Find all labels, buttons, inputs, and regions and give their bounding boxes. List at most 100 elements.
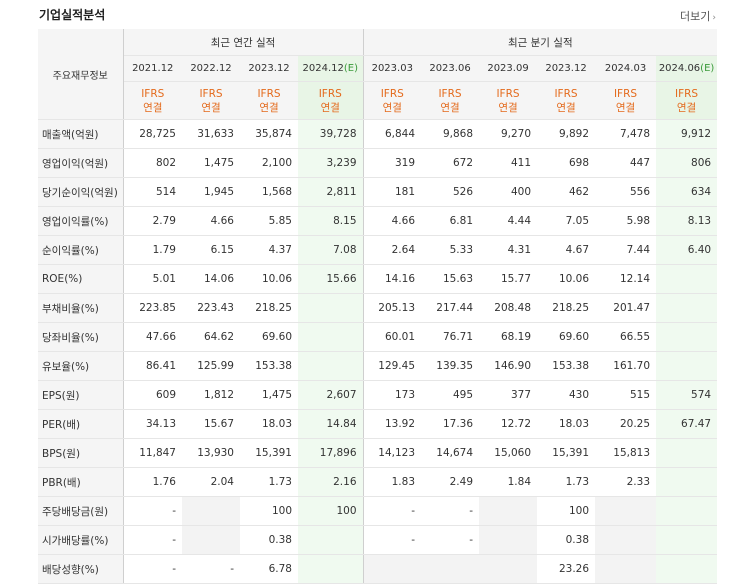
row-label: PBR(배) — [38, 467, 124, 497]
period-header: 2024.12(E) — [298, 55, 364, 82]
table-cell: 0.38 — [537, 525, 596, 555]
table-cell: 13,930 — [182, 438, 240, 468]
table-cell: 125.99 — [182, 351, 240, 381]
table-cell — [298, 351, 364, 381]
table-cell: 218.25 — [240, 293, 298, 323]
table-cell: 11,847 — [123, 438, 182, 468]
table-cell: 4.66 — [363, 206, 422, 236]
table-cell: 802 — [123, 148, 182, 178]
table-cell: 2.33 — [595, 467, 657, 497]
row-label: 당기순이익(억원) — [38, 177, 124, 207]
period-label: 2023.06 — [429, 63, 471, 74]
table-cell: 10.06 — [537, 264, 596, 294]
table-cell — [656, 496, 718, 526]
table-cell — [298, 293, 364, 323]
row-label: PER(배) — [38, 409, 124, 439]
period-header: 2022.12 — [182, 55, 240, 82]
chevron-right-icon: › — [712, 13, 716, 23]
table-cell — [595, 496, 657, 526]
table-cell: 9,912 — [656, 119, 718, 149]
table-cell — [595, 525, 657, 555]
table-row: 영업이익률(%) 2.79 4.66 5.85 8.15 4.66 6.81 4.44 7.05… — [38, 206, 718, 236]
consolidated-line: 연결 — [320, 101, 340, 114]
table-cell: 129.45 — [363, 351, 422, 381]
table-cell: 76.71 — [421, 322, 480, 352]
period-label: 2024.06 — [658, 63, 701, 74]
period-header: 2023.12 — [240, 55, 298, 82]
table-cell: 217.44 — [421, 293, 480, 323]
table-cell: 2.79 — [123, 206, 182, 236]
table-cell: - — [123, 496, 182, 526]
table-cell: - — [363, 496, 422, 526]
table-cell: 1,812 — [182, 380, 240, 410]
table-cell — [595, 554, 657, 584]
table-cell — [298, 554, 364, 584]
table-cell: 13.92 — [363, 409, 422, 439]
table-cell: 5.98 — [595, 206, 657, 236]
table-cell: 1.73 — [537, 467, 596, 497]
ifrs-line: IFRS — [141, 87, 165, 100]
table-cell: 146.90 — [479, 351, 538, 381]
table-cell: 5.85 — [240, 206, 298, 236]
period-header: 2024.06(E) — [656, 55, 718, 82]
consolidated-line: 연결 — [498, 101, 518, 114]
table-cell — [656, 467, 718, 497]
table-cell: 208.48 — [479, 293, 538, 323]
table-cell: 17,896 — [298, 438, 364, 468]
more-link[interactable]: 더보기 › — [680, 8, 716, 24]
table-cell — [298, 322, 364, 352]
ifrs-line: IFRS — [554, 87, 578, 100]
table-cell — [656, 264, 718, 294]
table-cell: 6,844 — [363, 119, 422, 149]
period-label: 2023.03 — [371, 63, 413, 74]
table-cell — [479, 525, 538, 555]
period-header: 2023.03 — [363, 55, 422, 82]
table-cell: 1.76 — [123, 467, 182, 497]
row-label: 유보율(%) — [38, 351, 124, 381]
table-cell: 69.60 — [537, 322, 596, 352]
table-cell: 15.63 — [421, 264, 480, 294]
table-cell: 514 — [123, 177, 182, 207]
ifrs-label: IFRS 연결 — [421, 81, 480, 120]
consolidated-line: 연결 — [259, 101, 279, 114]
row-label: 주당배당금(원) — [38, 496, 124, 526]
ifrs-label: IFRS 연결 — [656, 81, 718, 120]
table-cell: 698 — [537, 148, 596, 178]
table-cell: 39,728 — [298, 119, 364, 149]
table-cell: 14.06 — [182, 264, 240, 294]
period-label: 2024.12 — [302, 63, 344, 74]
table-cell: 6.81 — [421, 206, 480, 236]
table-cell: 12.14 — [595, 264, 657, 294]
table-cell — [656, 554, 718, 584]
row-header-label: 주요재무정보 — [38, 29, 124, 120]
table-cell: 14,123 — [363, 438, 422, 468]
table-cell: 31,633 — [182, 119, 240, 149]
ifrs-line: IFRS — [199, 87, 223, 100]
table-cell: 15,813 — [595, 438, 657, 468]
table-cell: 139.35 — [421, 351, 480, 381]
ifrs-line: IFRS — [380, 87, 404, 100]
table-cell: 9,868 — [421, 119, 480, 149]
table-row: 부채비율(%) 223.85 223.43 218.25 205.13 217.44 208… — [38, 293, 718, 323]
table-cell: 9,270 — [479, 119, 538, 149]
ifrs-line: IFRS — [257, 87, 281, 100]
table-cell: 181 — [363, 177, 422, 207]
consolidated-line: 연결 — [615, 101, 636, 114]
table-cell: 672 — [421, 148, 480, 178]
table-cell: 319 — [363, 148, 422, 178]
table-cell: 495 — [421, 380, 480, 410]
table-cell: 447 — [595, 148, 657, 178]
period-label: 2023.12 — [248, 63, 290, 74]
ifrs-label: IFRS 연결 — [240, 81, 298, 120]
table-row: 매출액(억원) 28,725 31,633 35,874 39,728 6,844 9,86… — [38, 119, 718, 149]
table-cell: 2.64 — [363, 235, 422, 265]
table-cell: 201.47 — [595, 293, 657, 323]
table-cell: 14.16 — [363, 264, 422, 294]
table-cell — [182, 525, 240, 555]
table-cell: 462 — [537, 177, 596, 207]
period-label: 2024.03 — [604, 63, 647, 74]
table-cell: 2.49 — [421, 467, 480, 497]
table-cell: 18.03 — [537, 409, 596, 439]
table-cell: 2,811 — [298, 177, 364, 207]
table-cell: 2.16 — [298, 467, 364, 497]
